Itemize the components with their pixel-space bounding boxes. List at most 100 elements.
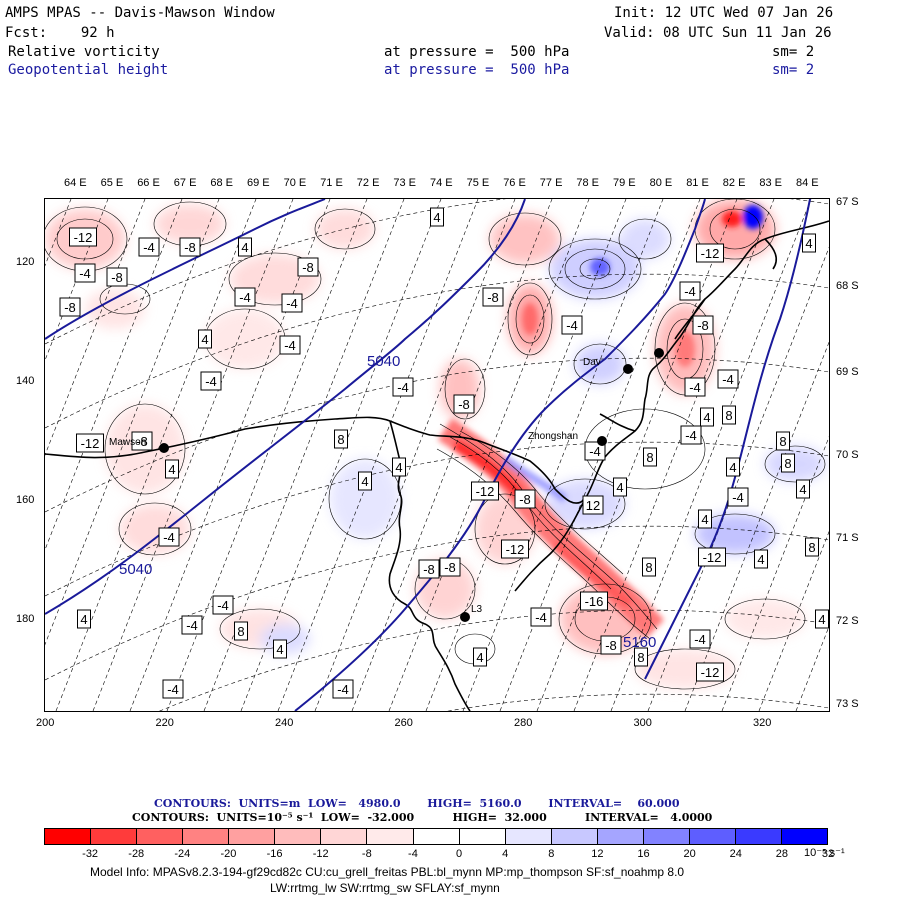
svg-text:8: 8 (646, 450, 653, 465)
lon-tick-label: 76 E (503, 177, 526, 189)
vorticity-value-box: -12 (76, 433, 104, 453)
vorticity-contour-info: CONTOURS: UNITS=10⁻⁵ s⁻¹ LOW= -32.000 HI… (132, 811, 713, 824)
lon-tick-label: 83 E (759, 177, 783, 189)
svg-text:-8: -8 (302, 260, 314, 275)
lat-tick-label: 73 S (836, 698, 859, 710)
svg-text:-4: -4 (79, 266, 91, 281)
svg-text:-8: -8 (697, 318, 709, 333)
colorbar-cell (413, 829, 460, 844)
svg-text:-4: -4 (239, 290, 251, 305)
lon-tick-label: 65 E (100, 177, 124, 189)
colorbar (44, 828, 828, 845)
svg-text:-8: -8 (111, 270, 123, 285)
colorbar-cell (183, 829, 230, 844)
field1-level: at pressure = 500 hPa (384, 44, 570, 60)
svg-text:-4: -4 (694, 632, 706, 647)
lon-tick-label: 80 E (649, 177, 673, 189)
lon-tick-label: 78 E (576, 177, 600, 189)
colorbar-cell (735, 829, 782, 844)
lon-tick-label: 73 E (393, 177, 417, 189)
lon-tick-label: 70 E (283, 177, 307, 189)
vorticity-value-box: -4 (561, 315, 583, 335)
vorticity-value-box: -12 (696, 662, 724, 682)
svg-text:-4: -4 (397, 380, 409, 395)
station-mawson[interactable]: Mawson (109, 437, 169, 453)
map-plot-area[interactable]: 5040 5040 5160 -12 -4 -8 4 -8 -4 -8 -4 -4 -8 -4 4 -4… (44, 198, 830, 712)
vorticity-value-box: 8 (781, 453, 795, 473)
colorbar-tick-label: 32 (821, 848, 835, 860)
svg-text:-16: -16 (585, 594, 604, 609)
svg-text:-4: -4 (186, 618, 198, 633)
vorticity-value-box: -4 (530, 607, 552, 627)
svg-text:4: 4 (433, 210, 440, 225)
station-davis[interactable]: Dav (583, 357, 633, 374)
svg-text:-12: -12 (506, 542, 525, 557)
vorticity-value-box: -8 (131, 431, 153, 451)
svg-text:8: 8 (637, 650, 644, 665)
lon-tick-label: 68 E (210, 177, 234, 189)
colorbar-tick-label: -28 (128, 848, 145, 860)
svg-text:-4: -4 (217, 598, 229, 613)
vorticity-value-box: -4 (392, 377, 414, 397)
vorticity-value-box: -16 (580, 591, 608, 611)
colorbar-tick-label: 0 (455, 848, 463, 860)
lon-tick-label: 67 E (173, 177, 197, 189)
svg-text:-12: -12 (703, 550, 722, 565)
station-zhongshan[interactable]: Zhongshan (528, 431, 607, 446)
colorbar-unit: 10⁻⁵ s⁻¹ (804, 847, 845, 859)
colorbar-cell (275, 829, 322, 844)
svg-text:-4: -4 (689, 380, 701, 395)
grid-x-tick-label: 200 (36, 717, 55, 729)
station-label: Mawson (109, 437, 146, 448)
svg-text:-4: -4 (684, 284, 696, 299)
vorticity-value-box: 8 (776, 431, 790, 451)
vorticity-value-box: -4 (727, 487, 749, 507)
vorticity-value-box: -8 (514, 489, 536, 509)
svg-text:4: 4 (818, 612, 825, 627)
vorticity-value-box: -8 (179, 237, 201, 257)
svg-text:8: 8 (725, 408, 732, 423)
grid-y-tick-label: 120 (16, 256, 35, 268)
svg-text:-4: -4 (535, 610, 547, 625)
height-label-5040-b: 5040 (119, 561, 152, 578)
vorticity-value-box: 8 (642, 557, 656, 577)
vorticity-value-box: 4 (198, 329, 212, 349)
vorticity-value-box: 4 (754, 549, 768, 569)
svg-text:4: 4 (757, 552, 764, 567)
vorticity-value-box: 4 (392, 457, 406, 477)
station-east[interactable] (654, 348, 664, 358)
vorticity-value-box: -4 (162, 679, 184, 699)
geopotential-contours (45, 199, 811, 711)
colorbar-cell (551, 829, 598, 844)
svg-text:-4: -4 (337, 682, 349, 697)
vorticity-value-box: 8 (722, 405, 736, 425)
vorticity-value-box: -4 (158, 527, 180, 547)
svg-text:4: 4 (168, 462, 175, 477)
svg-text:-8: -8 (444, 560, 456, 575)
vorticity-value-box: -4 (74, 263, 96, 283)
vorticity-value-box: -12 (69, 227, 97, 247)
vorticity-value-box: 8 (334, 429, 348, 449)
grid-x-tick-label: 300 (633, 717, 652, 729)
svg-text:-12: -12 (701, 665, 720, 680)
svg-text:-4: -4 (286, 296, 298, 311)
vorticity-value-box: 4 (273, 639, 287, 659)
svg-text:8: 8 (337, 432, 344, 447)
colorbar-tick-label: -20 (220, 848, 237, 860)
vorticity-value-box: -8 (418, 559, 440, 579)
lat-tick-label: 69 S (836, 366, 859, 378)
height-contour-labels: 5040 5040 5160 (119, 353, 656, 651)
vorticity-value-box: -4 (138, 237, 160, 257)
vorticity-value-box: -4 (181, 615, 203, 635)
svg-text:-4: -4 (685, 428, 697, 443)
svg-text:12: 12 (586, 498, 600, 513)
vorticity-value-box: 4 (473, 647, 487, 667)
station-markers: Mawson Zhongshan Dav L3 (109, 348, 664, 622)
map-canvas: 5040 5040 5160 -12 -4 -8 4 -8 -4 -8 -4 -4 -8 -4 4 -4… (45, 199, 829, 711)
lon-tick-label: 77 E (539, 177, 563, 189)
lon-tick-label: 69 E (247, 177, 270, 189)
grid-y-tick-label: 140 (16, 375, 35, 387)
svg-text:-4: -4 (163, 530, 175, 545)
lon-tick-label: 64 E (64, 177, 87, 189)
station-l3[interactable]: L3 (460, 604, 483, 622)
